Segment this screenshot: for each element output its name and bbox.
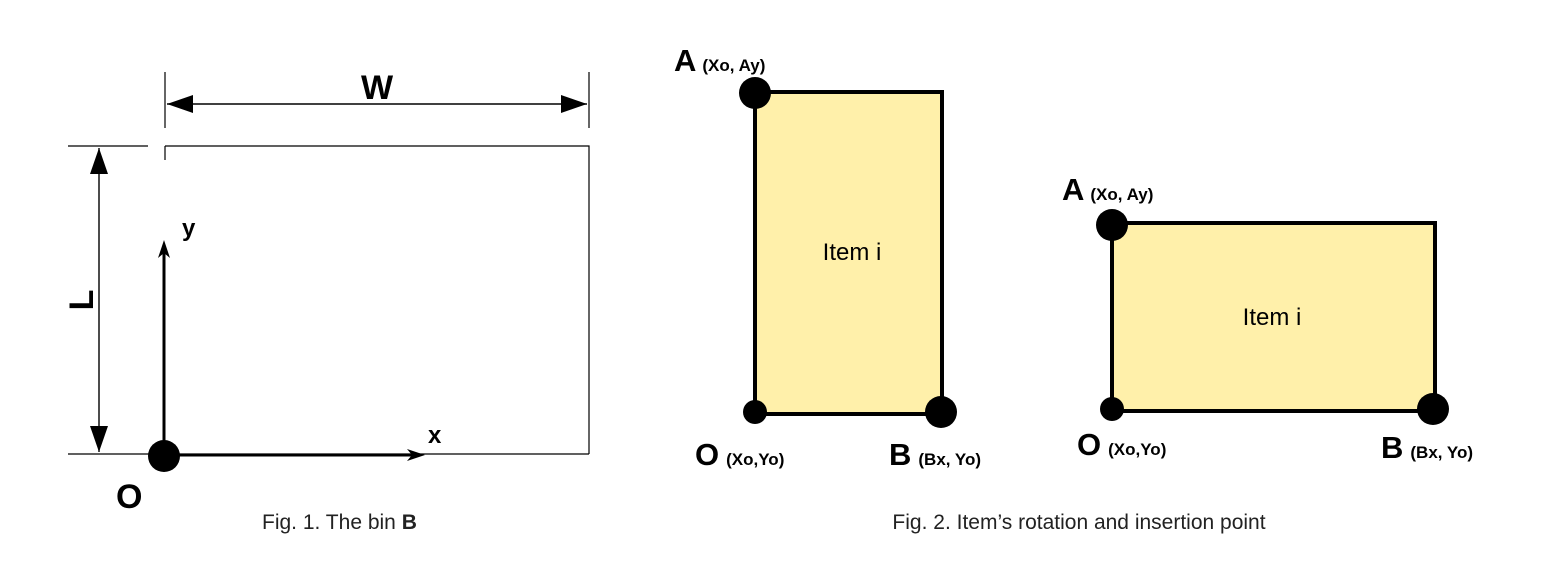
fig2-rotation-diagram: Item i A (Xo, Ay) O (Xo,Yo) B (Bx, Yo) Item… <box>674 43 1473 534</box>
point-o-name: O <box>1077 427 1101 462</box>
point-a-name: A <box>674 43 696 78</box>
y-axis-label: y <box>182 215 196 242</box>
length-dimension: L <box>63 145 148 452</box>
point-o-coord: (Xo,Yo) <box>1108 440 1166 459</box>
point-a-name: A <box>1062 172 1084 207</box>
width-dimension: W <box>164 69 590 128</box>
fig2-caption: Fig. 2. Item’s rotation and insertion po… <box>892 511 1265 534</box>
length-arrow-bottom <box>90 426 108 452</box>
fig1-caption-text: Fig. 1. The bin <box>262 511 402 534</box>
width-label: W <box>361 69 394 107</box>
point-o-name: O <box>695 437 719 472</box>
point-o-coord: (Xo,Yo) <box>726 450 784 469</box>
point-o-label: O (Xo,Yo) <box>695 437 784 472</box>
coordinate-axes: y x O <box>116 215 442 516</box>
item-label: Item i <box>823 239 882 266</box>
point-o-label: O (Xo,Yo) <box>1077 427 1166 462</box>
item-rectangle <box>753 90 944 416</box>
length-arrow-top <box>90 148 108 174</box>
x-axis-label: x <box>428 422 442 449</box>
point-a-coord: (Xo, Ay) <box>702 56 765 75</box>
point-a-coord: (Xo, Ay) <box>1090 185 1153 204</box>
point-b-coord: (Bx, Yo) <box>1410 443 1473 462</box>
y-axis-arrowhead <box>158 240 170 258</box>
point-o <box>1100 397 1124 421</box>
point-b-label: B (Bx, Yo) <box>1381 430 1473 465</box>
width-arrow-right <box>561 95 587 113</box>
point-a-label: A (Xo, Ay) <box>1062 172 1153 207</box>
fig1-bin-diagram: W L y x O Fig. 1. The bin B <box>63 69 590 534</box>
point-b <box>925 396 957 428</box>
item-label: Item i <box>1243 304 1302 331</box>
item-landscape: Item i A (Xo, Ay) O (Xo,Yo) B (Bx, Yo) <box>1062 172 1473 465</box>
point-a <box>739 77 771 109</box>
point-b-name: B <box>889 437 911 472</box>
item-rectangle <box>1110 221 1437 413</box>
point-b-coord: (Bx, Yo) <box>918 450 981 469</box>
fig1-caption-bold: B <box>402 511 417 534</box>
origin-point <box>148 440 180 472</box>
length-label: L <box>63 290 101 311</box>
point-o <box>743 400 767 424</box>
point-b <box>1417 393 1449 425</box>
point-b-label: B (Bx, Yo) <box>889 437 981 472</box>
point-b-name: B <box>1381 430 1403 465</box>
bin-outline <box>165 145 590 454</box>
width-arrow-left <box>167 95 193 113</box>
item-portrait: Item i A (Xo, Ay) O (Xo,Yo) B (Bx, Yo) <box>674 43 981 472</box>
fig1-caption: Fig. 1. The bin B <box>262 511 417 534</box>
x-axis-arrowhead <box>407 449 425 461</box>
point-a <box>1096 209 1128 241</box>
origin-label: O <box>116 478 142 516</box>
point-a-label: A (Xo, Ay) <box>674 43 765 78</box>
